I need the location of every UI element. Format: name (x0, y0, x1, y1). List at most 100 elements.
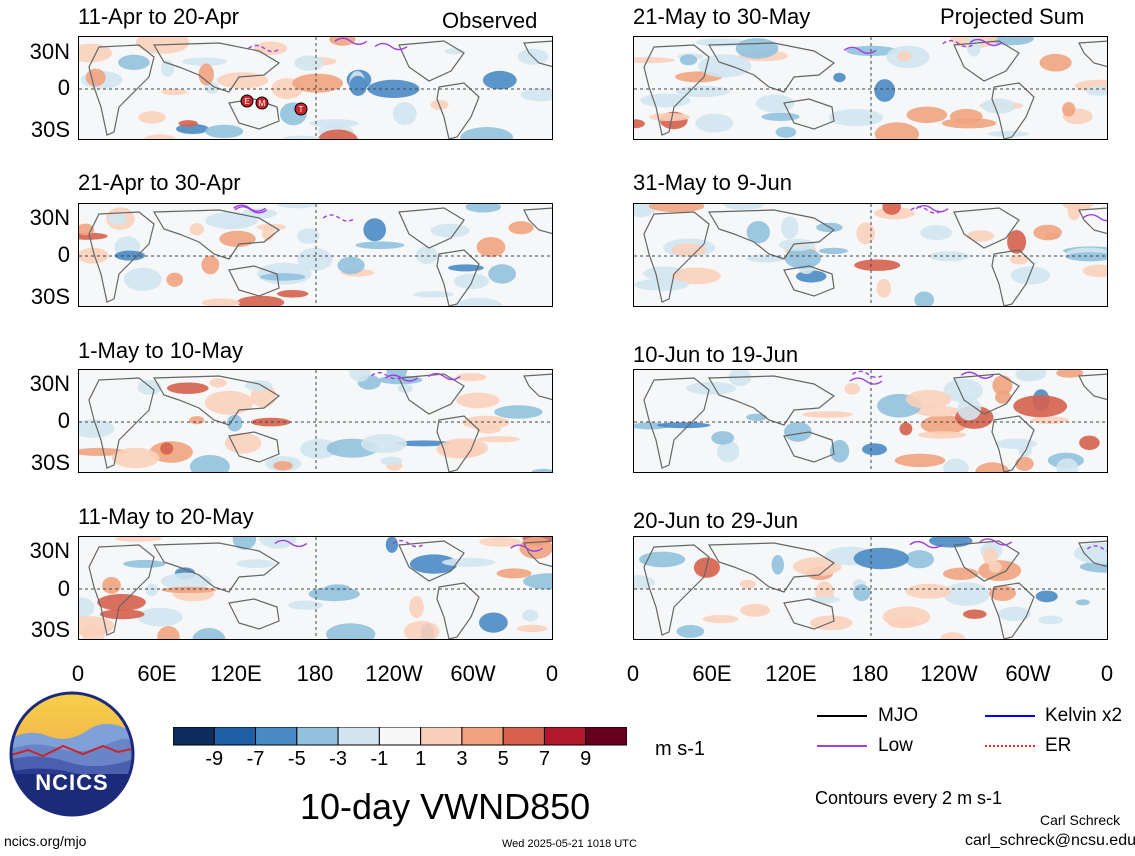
anomaly-negative (409, 554, 458, 574)
anomaly-positive (456, 392, 500, 409)
anomaly-negative (771, 555, 784, 575)
anomaly-positive (906, 389, 952, 409)
legend-er-line (985, 745, 1035, 747)
anomaly-positive (254, 41, 288, 55)
anomaly-negative (523, 573, 552, 590)
anomaly-negative (998, 606, 1031, 621)
anomaly-positive (1033, 224, 1062, 241)
anomaly-positive (882, 204, 901, 215)
anomaly-negative (784, 421, 812, 442)
storm-marker-label: T (299, 105, 304, 114)
anomaly-positive (508, 221, 534, 235)
anomaly-negative (189, 455, 230, 472)
anomaly-negative (943, 582, 990, 606)
anomaly-positive (648, 113, 690, 121)
coastline (707, 375, 836, 426)
anomaly-negative (396, 440, 451, 447)
low-contour (969, 38, 1003, 47)
anomaly-negative (123, 559, 166, 568)
anomaly-negative (1075, 599, 1090, 606)
anomaly-positive (1039, 53, 1072, 72)
anomaly-positive (897, 51, 912, 62)
x-tick-label: 120W (365, 661, 423, 686)
anomaly-negative (830, 439, 850, 463)
anomaly-negative (1010, 266, 1051, 285)
colorbar-bar (173, 727, 627, 746)
anomaly-positive (236, 295, 285, 306)
anomaly-negative (943, 378, 983, 403)
anomaly-negative (453, 273, 489, 289)
anomaly-negative (137, 380, 162, 395)
anomaly-negative (818, 247, 848, 255)
low-contour (392, 539, 426, 548)
site-link[interactable]: ncics.org/mjo (4, 833, 87, 849)
coastline (228, 98, 280, 130)
coastline (88, 211, 155, 303)
colorbar-label: 5 (497, 748, 509, 770)
map-field (634, 537, 1107, 639)
anomaly-negative (846, 45, 898, 56)
anomaly-positive (1082, 264, 1107, 278)
colorbar-swatch (502, 727, 545, 746)
anomaly-negative (755, 94, 795, 113)
anomaly-negative (746, 221, 770, 244)
anomaly-negative (385, 537, 398, 553)
anomaly-negative (735, 38, 779, 59)
coastline (953, 207, 1020, 249)
x-tick-label: 60W (450, 661, 496, 686)
panel-period-label: 20-Jun to 29-Jun (633, 508, 799, 533)
coastline (228, 265, 280, 297)
panel-period-label: 21-Apr to 30-Apr (78, 170, 241, 195)
map-field (634, 204, 1107, 306)
panel-tag-label: Projected Sum (940, 4, 1085, 29)
anomaly-positive (496, 568, 532, 579)
y-tick-label: 0 (57, 75, 70, 100)
coastline (707, 542, 836, 593)
coastline (152, 209, 281, 260)
coastline (88, 44, 155, 136)
storm-marker-icon: M (255, 96, 269, 110)
y-tick-label: 0 (57, 576, 70, 601)
map-panel (78, 203, 553, 307)
anomaly-positive (436, 440, 484, 459)
storm-marker-label: E (244, 97, 249, 106)
anomaly-negative (746, 254, 785, 263)
anomaly-positive (167, 382, 209, 394)
anomaly-negative (746, 413, 768, 421)
anomaly-positive (476, 436, 520, 443)
low-contour (979, 538, 1013, 546)
anomaly-negative (259, 273, 306, 281)
author-name: Carl Schreck (1040, 812, 1121, 828)
x-tick-label: 60E (692, 661, 732, 686)
colorbar-label: 7 (538, 748, 551, 770)
anomaly-positive (144, 134, 176, 139)
coastline (643, 544, 710, 636)
coastline (228, 598, 280, 630)
colorbar-swatch (173, 727, 215, 746)
anomaly-positive (844, 383, 860, 395)
logo-text: NCICS (35, 770, 109, 795)
coastline (436, 415, 480, 472)
anomaly-positive (516, 624, 548, 632)
anomaly-negative (1038, 615, 1063, 625)
coastline (1078, 207, 1107, 235)
anomaly-positive (97, 594, 146, 611)
map-field (634, 370, 1107, 472)
anomaly-positive (329, 37, 356, 46)
anomaly-negative (695, 113, 734, 133)
anomaly-negative (205, 212, 258, 230)
coastline (1078, 40, 1107, 68)
timestamp: Wed 2025-05-21 1018 UTC (502, 838, 637, 850)
low-contour (322, 214, 356, 222)
anomaly-negative (259, 537, 297, 549)
coastline (152, 42, 281, 93)
anomaly-positive (201, 298, 240, 306)
low-contour (910, 206, 944, 214)
anomaly-positive (479, 537, 521, 547)
anomaly-positive (476, 237, 506, 258)
coastline (643, 44, 710, 136)
y-tick-label: 30S (30, 117, 70, 142)
colorbar-units: m s-1 (655, 738, 705, 760)
colorbar-label: 9 (580, 748, 592, 770)
